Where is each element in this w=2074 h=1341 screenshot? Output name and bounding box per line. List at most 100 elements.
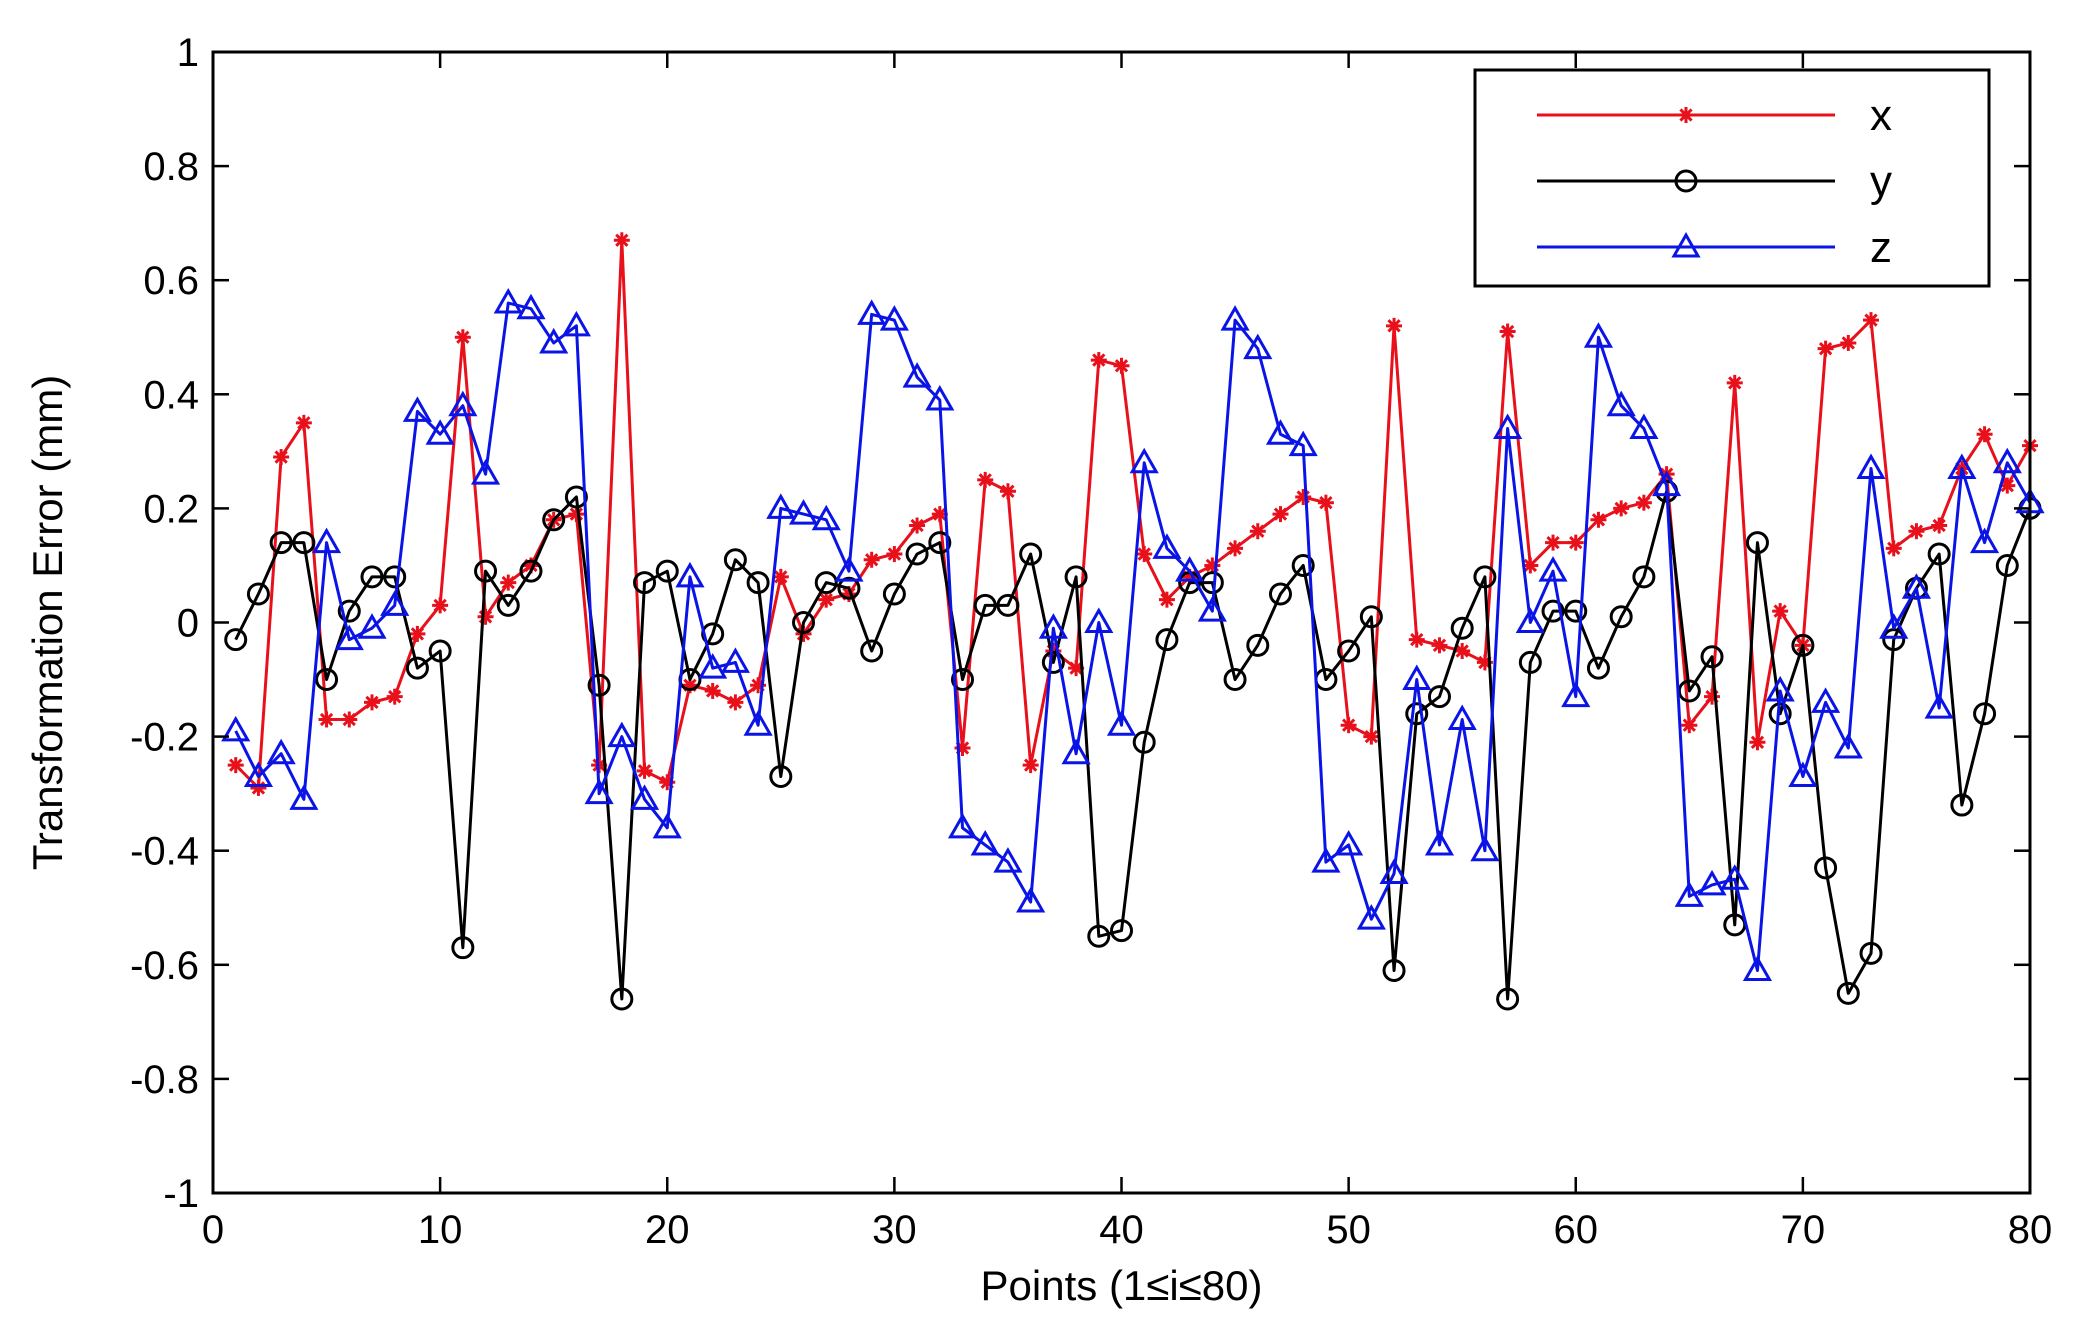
data-point-circle <box>1359 605 1383 629</box>
data-point-circle <box>1268 582 1292 606</box>
data-point-triangle <box>1697 869 1727 896</box>
data-point-triangle <box>1561 681 1591 708</box>
data-point-circle <box>1859 941 1883 965</box>
legend-label: y <box>1870 157 1892 206</box>
data-point-triangle <box>289 784 319 810</box>
data-point-asterisk <box>1545 534 1562 551</box>
data-point-asterisk <box>1227 540 1244 557</box>
data-point-asterisk <box>613 232 630 249</box>
data-point-triangle <box>652 812 682 839</box>
data-point-triangle <box>516 293 546 320</box>
x-tick-label: 10 <box>418 1208 463 1252</box>
data-point-circle <box>951 668 975 692</box>
data-point-asterisk <box>363 694 380 711</box>
data-point-triangle <box>925 384 955 411</box>
data-point-triangle <box>1288 430 1318 457</box>
data-point-asterisk <box>1317 494 1334 511</box>
data-point-triangle <box>1833 732 1863 759</box>
data-point-circle <box>1632 565 1656 589</box>
y-tick-label: 1 <box>177 31 199 75</box>
data-point-asterisk <box>432 597 449 614</box>
data-point-asterisk <box>1431 637 1448 654</box>
data-point-circle <box>1745 531 1769 555</box>
data-point-asterisk <box>1249 523 1266 540</box>
data-point-circle <box>905 542 929 566</box>
data-point-asterisk <box>341 711 358 728</box>
data-point-asterisk <box>999 483 1016 500</box>
data-point-asterisk <box>886 546 903 563</box>
data-point-triangle <box>1220 305 1250 331</box>
data-point-triangle <box>357 613 387 639</box>
data-point-triangle <box>1106 710 1137 736</box>
data-point-asterisk <box>1022 757 1039 774</box>
data-point-circle <box>564 485 588 509</box>
data-point-asterisk <box>1726 374 1743 391</box>
data-point-circle <box>224 628 248 652</box>
series-layer <box>221 232 2045 1011</box>
x-tick-label: 30 <box>872 1208 917 1252</box>
data-point-circle <box>746 571 770 595</box>
data-point-circle <box>269 531 293 555</box>
data-point-circle <box>1246 633 1270 657</box>
data-point-asterisk <box>1204 557 1221 574</box>
legend-label: x <box>1870 91 1892 140</box>
data-point-triangle <box>1924 693 1954 719</box>
data-point-asterisk <box>1976 426 1993 443</box>
y-tick-label: 0.8 <box>143 145 199 189</box>
data-point-triangle <box>1493 413 1523 440</box>
y-tick-label: 0.2 <box>143 487 199 531</box>
data-point-circle <box>428 639 452 663</box>
data-point-circle <box>860 639 884 663</box>
data-point-triangle <box>561 310 591 337</box>
y-tick-label: -0.6 <box>130 944 199 988</box>
data-point-circle <box>519 559 543 583</box>
legend-item-y: y <box>1537 157 1892 206</box>
data-point-circle <box>1609 605 1633 629</box>
data-point-triangle <box>902 362 932 388</box>
data-point-circle <box>633 571 657 595</box>
data-point-triangle <box>1447 704 1477 730</box>
data-point-asterisk <box>1840 334 1857 351</box>
data-point-circle <box>1950 793 1974 817</box>
data-point-triangle <box>1424 829 1455 856</box>
data-point-circle <box>769 765 793 789</box>
data-point-triangle <box>743 710 773 736</box>
x-tick-label: 20 <box>645 1208 690 1252</box>
data-point-triangle <box>1379 858 1409 885</box>
data-point-circle <box>973 593 997 617</box>
y-tick-label: 0.6 <box>143 259 199 303</box>
data-point-triangle <box>970 829 1000 856</box>
data-point-asterisk <box>1704 688 1721 705</box>
data-point-circle <box>1087 924 1111 948</box>
data-point-circle <box>1995 553 2019 577</box>
data-point-circle <box>246 582 270 606</box>
data-point-triangle <box>675 561 705 588</box>
data-point-asterisk <box>1863 312 1880 329</box>
data-point-triangle <box>1811 687 1841 713</box>
axis-tick-labels: 0 10 20 30 40 50 60 70 80 -1 -0.8 -0.6 -0.4 -0.2 0 0.2 0… <box>130 31 2052 1252</box>
data-point-triangle <box>470 459 501 485</box>
data-point-triangle <box>1652 470 1682 497</box>
x-tick-label: 0 <box>202 1208 224 1252</box>
data-point-triangle <box>221 715 251 742</box>
data-point-circle <box>542 508 566 532</box>
data-point-triangle <box>1788 761 1818 788</box>
data-point-asterisk <box>1090 352 1107 369</box>
data-point-circle <box>1973 702 1997 726</box>
data-point-asterisk <box>454 329 471 346</box>
data-point-circle <box>1700 645 1724 669</box>
y-tick-label: -0.8 <box>130 1058 199 1102</box>
x-tick-label: 80 <box>2008 1208 2053 1252</box>
data-point-triangle <box>1129 447 1159 474</box>
legend-label: z <box>1870 223 1892 272</box>
data-point-asterisk <box>1590 511 1607 528</box>
data-point-triangle <box>1674 881 1704 907</box>
data-point-circle <box>1382 959 1406 983</box>
data-point-triangle <box>1538 556 1568 582</box>
data-point-triangle <box>788 499 819 525</box>
data-point-circle <box>1405 702 1429 726</box>
data-point-circle <box>1541 599 1565 623</box>
data-point-circle <box>1473 565 1497 589</box>
data-point-asterisk <box>1635 494 1652 511</box>
data-point-triangle <box>1061 738 1091 765</box>
